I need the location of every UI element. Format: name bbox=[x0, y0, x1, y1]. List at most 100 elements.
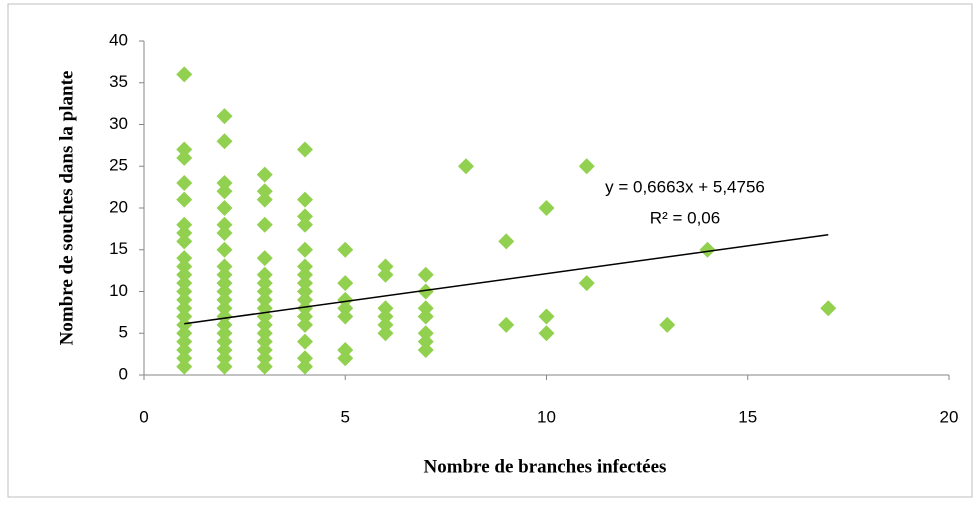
data-point bbox=[417, 325, 434, 342]
data-point bbox=[337, 350, 354, 367]
data-point bbox=[176, 233, 193, 250]
data-point bbox=[538, 200, 555, 216]
data-point bbox=[498, 233, 515, 250]
data-point bbox=[176, 225, 193, 242]
data-point bbox=[297, 258, 313, 275]
data-point bbox=[216, 341, 233, 358]
data-point bbox=[377, 308, 394, 325]
data-point bbox=[176, 291, 193, 308]
data-point bbox=[297, 316, 313, 333]
data-point bbox=[176, 149, 193, 166]
data-point bbox=[538, 325, 555, 342]
data-point bbox=[297, 216, 313, 233]
data-point bbox=[256, 275, 273, 292]
data-point bbox=[659, 316, 676, 333]
y-tick-label: 30 bbox=[109, 114, 128, 133]
data-point bbox=[216, 108, 233, 125]
data-point bbox=[337, 300, 354, 317]
y-tick-label: 5 bbox=[119, 323, 128, 342]
y-tick-label: 25 bbox=[109, 156, 128, 175]
data-point bbox=[256, 266, 273, 283]
data-point bbox=[417, 300, 434, 317]
data-point bbox=[216, 200, 233, 216]
data-point bbox=[256, 291, 273, 308]
data-point bbox=[297, 358, 313, 375]
y-tick-label: 0 bbox=[119, 364, 128, 383]
data-point bbox=[297, 241, 313, 258]
y-axis-title: Nombre de souches dans la plante bbox=[56, 71, 77, 346]
data-point bbox=[176, 275, 193, 292]
y-tick-label: 35 bbox=[109, 72, 128, 91]
data-point bbox=[377, 266, 394, 283]
data-point bbox=[216, 183, 233, 200]
data-point bbox=[297, 275, 313, 292]
data-point bbox=[216, 216, 233, 233]
data-point bbox=[216, 291, 233, 308]
data-point bbox=[417, 283, 434, 300]
data-point bbox=[216, 174, 233, 191]
data-point bbox=[176, 300, 193, 317]
data-point bbox=[216, 308, 233, 325]
data-point bbox=[297, 291, 313, 308]
data-point bbox=[216, 325, 233, 342]
trendline-equation: y = 0,6663x + 5,4756 bbox=[605, 177, 765, 196]
data-point bbox=[498, 316, 515, 333]
data-point bbox=[176, 283, 193, 300]
data-point bbox=[176, 216, 193, 233]
data-point bbox=[176, 258, 193, 275]
x-axis-title: Nombre de branches infectées bbox=[424, 456, 667, 477]
data-point bbox=[216, 266, 233, 283]
data-point bbox=[458, 158, 474, 175]
data-point bbox=[377, 325, 394, 342]
data-point bbox=[176, 308, 193, 325]
data-point bbox=[297, 208, 313, 225]
data-point bbox=[256, 250, 273, 267]
data-point bbox=[176, 174, 193, 191]
data-point bbox=[256, 216, 273, 233]
data-point bbox=[176, 316, 193, 333]
data-point bbox=[297, 333, 313, 350]
data-point bbox=[337, 308, 354, 325]
data-point bbox=[176, 333, 193, 350]
data-point bbox=[256, 358, 273, 375]
data-point bbox=[256, 341, 273, 358]
y-tick-label: 20 bbox=[109, 197, 128, 216]
data-point bbox=[176, 325, 193, 342]
data-point bbox=[337, 241, 354, 258]
trendline-r2: R² = 0,06 bbox=[650, 208, 720, 227]
chart-frame bbox=[7, 3, 973, 498]
trendline bbox=[184, 233, 829, 325]
data-point bbox=[176, 250, 193, 267]
data-point bbox=[578, 158, 595, 175]
data-point bbox=[256, 350, 273, 367]
data-point bbox=[176, 266, 193, 283]
data-point bbox=[337, 275, 354, 292]
data-point bbox=[337, 341, 354, 358]
data-point bbox=[176, 66, 193, 83]
data-point bbox=[256, 316, 273, 333]
data-point bbox=[377, 300, 394, 317]
data-point bbox=[216, 275, 233, 292]
data-point bbox=[216, 316, 233, 333]
data-point bbox=[256, 283, 273, 300]
data-point bbox=[538, 308, 555, 325]
data-point bbox=[216, 350, 233, 367]
data-point bbox=[337, 291, 354, 308]
x-tick-label: 10 bbox=[537, 407, 556, 426]
data-point bbox=[216, 258, 233, 275]
data-point bbox=[417, 266, 434, 283]
y-tick-label: 40 bbox=[109, 30, 128, 49]
y-tick-label: 15 bbox=[109, 239, 128, 258]
data-point bbox=[578, 275, 595, 292]
data-point bbox=[216, 241, 233, 258]
data-point bbox=[256, 325, 273, 342]
data-point bbox=[297, 283, 313, 300]
data-point bbox=[216, 283, 233, 300]
data-point bbox=[176, 141, 193, 158]
data-point bbox=[297, 266, 313, 283]
data-point bbox=[377, 258, 394, 275]
data-point bbox=[176, 358, 193, 375]
data-point bbox=[176, 191, 193, 208]
data-point bbox=[256, 183, 273, 200]
